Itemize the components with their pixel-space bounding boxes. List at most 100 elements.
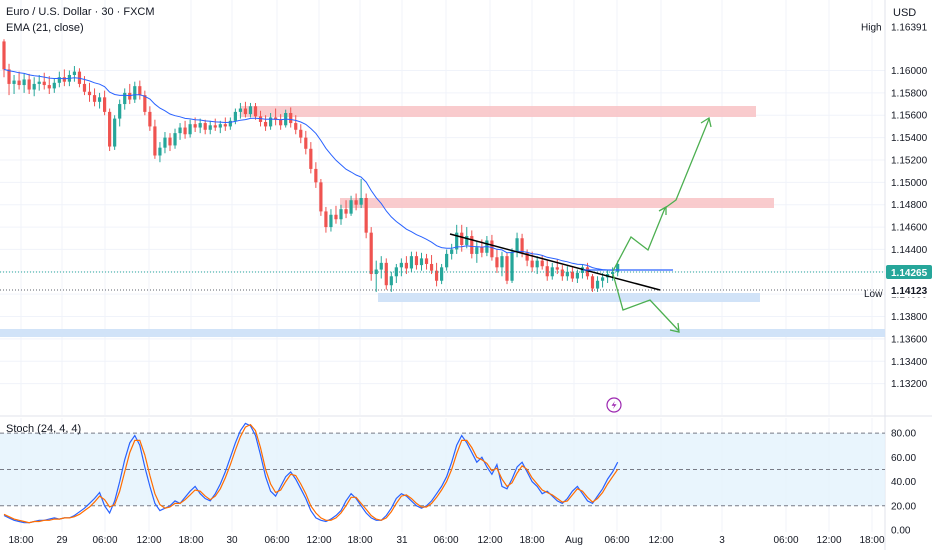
candle-body [77, 71, 82, 84]
candle-body [52, 82, 56, 89]
candle-body [314, 168, 318, 183]
projection-path-down [612, 273, 680, 332]
stoch-tick-label: 0.00 [891, 526, 911, 537]
time-axis[interactable]: 18:00 29 06:00 12:00 18:00 30 06:00 12:00 18:00 3… [8, 535, 884, 546]
time-tick-label: 18:00 [178, 535, 203, 546]
candle-body [37, 81, 41, 84]
candle-body [193, 124, 197, 128]
candle-body [565, 271, 569, 277]
stoch-k-line [3, 422, 619, 524]
price-axis[interactable]: 1.16391 1.16000 1.15800 1.15600 1.15400 1.152… [861, 22, 932, 537]
time-tick-label: 18:00 [8, 535, 33, 546]
candle-body [188, 124, 192, 135]
time-tick-label: 31 [396, 535, 408, 546]
resistance-zone-lower [340, 198, 774, 208]
price-tick-label: 1.13400 [891, 357, 928, 368]
candle-body [600, 277, 605, 281]
candle-body [500, 256, 504, 268]
candle-body [611, 271, 615, 275]
low-label: Low [864, 289, 883, 300]
candle-body [495, 257, 499, 268]
candle-body [510, 251, 514, 281]
zones [0, 106, 885, 337]
close-price-value: 1.14123 [891, 286, 928, 297]
candle-body [198, 123, 202, 128]
drawings [0, 116, 885, 333]
candle-body [545, 266, 549, 277]
candle-body [475, 247, 479, 254]
price-tick-label: 1.13800 [891, 312, 928, 323]
stoch-tick-label: 40.00 [891, 477, 916, 488]
stochastic-pane [0, 422, 885, 524]
candle-body [57, 77, 61, 83]
chart-title: Euro / U.S. Dollar · 30 · FXCM [6, 6, 155, 18]
price-tick-label: 1.16391 [891, 22, 928, 33]
last-price-value: 1.14265 [891, 268, 928, 279]
stoch-d-line [3, 423, 619, 524]
candle-body [359, 197, 363, 205]
candle-body [289, 113, 293, 124]
candle-body [133, 86, 137, 100]
price-tick-label: 1.16000 [891, 66, 928, 77]
candle-body [434, 270, 439, 281]
candle-body [440, 267, 444, 281]
arrow-head-down [669, 322, 680, 333]
candle-body [118, 104, 122, 119]
price-tick-label: 1.15400 [891, 133, 928, 144]
candle-body [515, 238, 519, 252]
candle-body [339, 209, 343, 220]
candle-body [560, 269, 564, 277]
support-zone [378, 293, 760, 302]
candle-body [505, 256, 509, 281]
candle-body [329, 214, 333, 228]
flash-icon[interactable] [606, 397, 622, 413]
candle-body [183, 127, 187, 135]
stoch-tick-label: 60.00 [891, 453, 916, 464]
candle-body [525, 252, 529, 261]
candle-body [450, 249, 454, 254]
time-tick-label: 3 [719, 535, 725, 546]
price-tick-label: 1.15600 [891, 111, 928, 122]
candle-body [253, 106, 258, 117]
candle-body [369, 232, 373, 275]
candle-body [616, 263, 620, 272]
projection-path-2 [664, 118, 710, 209]
candle-body [575, 272, 580, 279]
candle-body [168, 137, 172, 146]
candle-body [319, 182, 323, 212]
candle-body [294, 123, 298, 130]
trendline [449, 233, 661, 291]
candle-body [7, 69, 11, 84]
candle-body [72, 71, 77, 75]
candle-body [218, 124, 222, 128]
price-tick-label: 1.14400 [891, 245, 928, 256]
time-tick-label: 18:00 [347, 535, 372, 546]
candle-body [274, 117, 278, 120]
candle-body [580, 267, 585, 273]
time-tick-label: 12:00 [816, 535, 841, 546]
stoch-legend: Stoch (24, 4, 4) [6, 423, 81, 435]
candle-body [223, 124, 227, 127]
time-tick-label: 29 [56, 535, 68, 546]
candle-body [178, 127, 182, 134]
price-tick-label: 1.15000 [891, 178, 928, 189]
candle-body [279, 119, 283, 126]
candle-body [243, 108, 248, 115]
candle-body [304, 137, 308, 149]
candle-body [364, 197, 368, 233]
price-tick-label: 1.15200 [891, 155, 928, 166]
candle-body [409, 256, 414, 269]
time-tick-label: 12:00 [136, 535, 161, 546]
candle-body [12, 80, 16, 84]
candle-body [595, 280, 600, 289]
time-tick-label: 12:00 [648, 535, 673, 546]
candle-body [108, 111, 112, 147]
candle-body [530, 260, 534, 268]
candle-body [238, 108, 243, 112]
candle-body [419, 258, 424, 266]
candle-body [248, 106, 253, 115]
time-tick-label: 30 [226, 535, 238, 546]
support-zone-lower [0, 329, 885, 337]
candle-body [344, 209, 348, 214]
